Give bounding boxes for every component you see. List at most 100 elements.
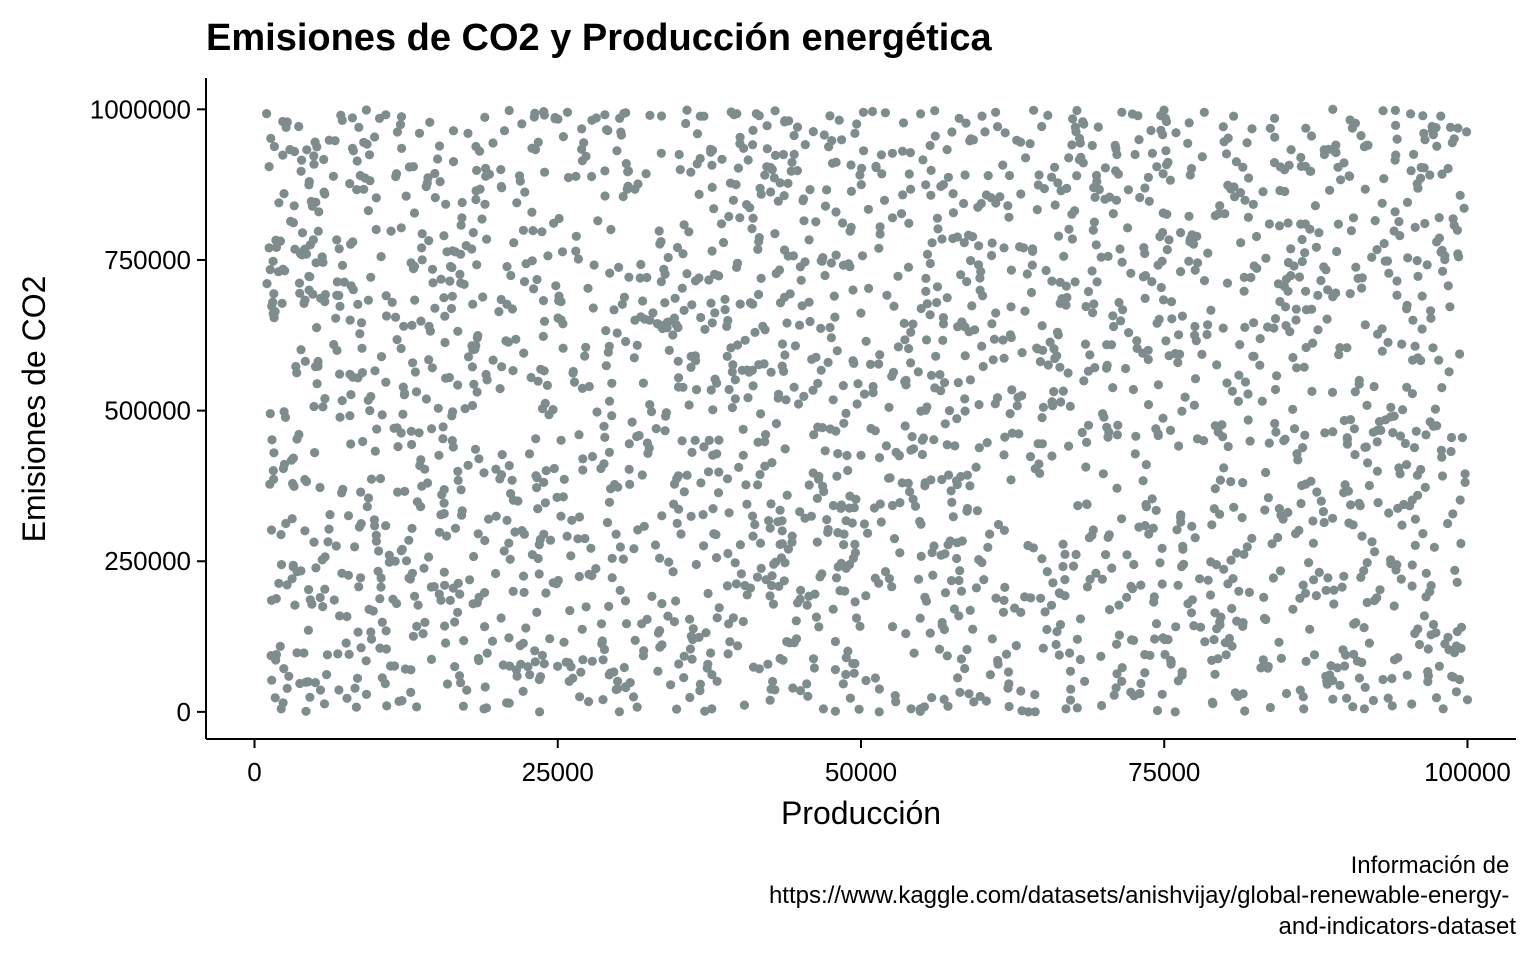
scatter-point [1053,330,1063,340]
scatter-point [1286,244,1296,254]
scatter-point [313,356,323,367]
scatter-point [1141,500,1151,510]
scatter-point [356,487,366,497]
scatter-point [1212,360,1222,370]
scatter-point [1185,170,1195,180]
scatter-point [915,706,925,717]
scatter-point [1212,624,1222,634]
scatter-point [874,359,884,369]
scatter-point [350,542,360,552]
scatter-point [823,524,833,535]
scatter-point [584,381,594,392]
scatter-point [1428,130,1438,140]
scatter-point [1187,521,1197,532]
scatter-point [744,367,754,377]
scatter-point [288,560,298,571]
scatter-point [1101,550,1111,560]
scatter-point [846,160,856,170]
scatter-point [1226,184,1236,194]
scatter-point [1230,688,1240,698]
scatter-point [1309,650,1320,660]
scatter-point [606,484,616,494]
scatter-point [887,622,898,632]
scatter-point [285,145,295,155]
scatter-point [674,373,684,383]
scatter-point [265,409,275,419]
scatter-point [884,574,895,584]
scatter-point [1300,430,1310,440]
scatter-point [773,196,783,206]
scatter-point [296,566,306,576]
scatter-point [1223,579,1233,589]
scatter-point [1443,163,1453,174]
scatter-point [948,512,958,522]
scatter-point [1298,692,1308,702]
scatter-point [891,697,901,707]
scatter-point [439,498,449,508]
scatter-point [532,274,542,285]
scatter-point [317,252,327,262]
scatter-point [1379,238,1389,249]
scatter-point [1082,582,1092,592]
scatter-point [724,211,734,222]
scatter-point [1220,209,1230,219]
scatter-point [1085,350,1095,360]
scatter-point [942,145,952,155]
scatter-point [928,570,938,580]
scatter-point [1264,438,1274,448]
scatter-point [616,130,627,140]
scatter-point [573,534,583,544]
scatter-point [1244,587,1254,598]
scatter-point [453,326,463,336]
scatter-point [1027,260,1037,270]
scatter-point [1296,498,1306,509]
scatter-point [331,313,341,323]
scatter-point [978,361,988,372]
source-caption-line-2: https://www.kaggle.com/datasets/anishvij… [769,882,1509,909]
scatter-point [1359,623,1369,633]
scatter-point [748,381,758,391]
scatter-point [1242,542,1252,552]
scatter-point [831,157,841,167]
scatter-point [830,665,841,675]
scatter-point [607,378,617,388]
scatter-point [1129,691,1139,701]
scatter-point [558,132,569,142]
x-tick-label: 75000 [1128,757,1200,787]
scatter-point [497,183,507,193]
scatter-point [690,276,701,286]
scatter-point [724,508,734,518]
scatter-point [310,678,320,688]
scatter-point [793,399,804,409]
scatter-point [755,469,765,480]
scatter-point [894,451,904,461]
scatter-point [468,599,478,609]
scatter-point [850,128,860,138]
scatter-point [1342,439,1352,449]
scatter-point [712,676,722,686]
scatter-point [942,440,952,450]
scatter-point [1289,424,1300,434]
scatter-point [1452,577,1462,588]
scatter-point [1263,663,1273,673]
scatter-point [482,375,492,385]
scatter-point [407,320,417,330]
scatter-point [528,226,538,236]
scatter-point [898,146,908,156]
scatter-point [1227,603,1237,614]
scatter-point [906,327,916,337]
scatter-point [1247,124,1257,134]
scatter-point [1157,579,1167,589]
scatter-point [1136,678,1146,689]
scatter-point [571,171,581,181]
scatter-point [1064,224,1074,234]
scatter-point [439,567,449,577]
scatter-point [540,498,551,508]
scatter-point [1047,451,1057,461]
scatter-point [942,651,952,661]
scatter-point [1257,396,1267,406]
scatter-point [377,673,387,683]
scatter-point [1360,682,1370,693]
scatter-point [1129,559,1139,570]
scatter-point [963,230,974,240]
